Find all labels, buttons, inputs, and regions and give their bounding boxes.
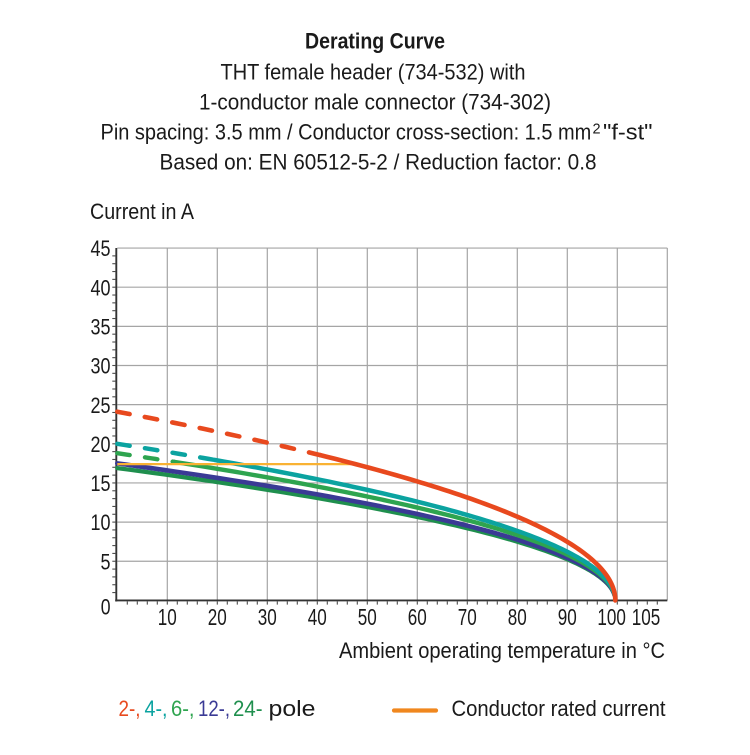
svg-text:70: 70 — [458, 604, 477, 630]
svg-text:4-,: 4-, — [145, 696, 168, 721]
svg-text:Derating Curve: Derating Curve — [305, 29, 445, 54]
svg-text:pole: pole — [269, 696, 316, 721]
svg-text:10: 10 — [158, 604, 177, 630]
svg-text:30: 30 — [258, 604, 277, 630]
svg-text:50: 50 — [358, 604, 377, 630]
svg-text:10: 10 — [91, 510, 111, 535]
svg-text:40: 40 — [91, 275, 111, 300]
svg-text:60: 60 — [408, 604, 427, 630]
svg-text:80: 80 — [508, 604, 527, 630]
svg-text:105: 105 — [632, 604, 661, 630]
svg-text:Current in A: Current in A — [90, 199, 194, 224]
svg-text:100: 100 — [597, 604, 626, 630]
svg-text:12-,: 12-, — [198, 696, 230, 721]
svg-text:Based on: EN 60512-5-2 / Reduc: Based on: EN 60512-5-2 / Reduction facto… — [160, 150, 597, 175]
svg-text:THT female header (734-532) wi: THT female header (734-532) with — [221, 60, 526, 85]
svg-text:20: 20 — [208, 604, 227, 630]
svg-text:"f-st": "f-st" — [603, 120, 653, 145]
svg-text:40: 40 — [308, 604, 327, 630]
svg-text:45: 45 — [91, 236, 111, 261]
svg-text:5: 5 — [101, 549, 111, 574]
svg-text:24-: 24- — [233, 696, 263, 721]
svg-text:2-,: 2-, — [119, 696, 141, 721]
svg-text:90: 90 — [558, 604, 577, 630]
svg-text:35: 35 — [91, 314, 111, 339]
svg-text:15: 15 — [91, 471, 111, 496]
svg-text:6-,: 6-, — [171, 696, 195, 721]
svg-text:Ambient operating temperature: Ambient operating temperature in °C — [339, 638, 665, 663]
svg-text:2: 2 — [593, 122, 601, 138]
svg-text:Pin spacing: 3.5 mm / Conducto: Pin spacing: 3.5 mm / Conductor cross-se… — [101, 120, 592, 145]
svg-text:Conductor rated current: Conductor rated current — [452, 696, 667, 721]
svg-text:30: 30 — [91, 354, 111, 379]
svg-text:20: 20 — [91, 432, 111, 457]
svg-text:0: 0 — [101, 595, 111, 620]
svg-text:1-conductor male connector (73: 1-conductor male connector (734-302) — [199, 90, 551, 115]
svg-text:25: 25 — [91, 393, 111, 418]
